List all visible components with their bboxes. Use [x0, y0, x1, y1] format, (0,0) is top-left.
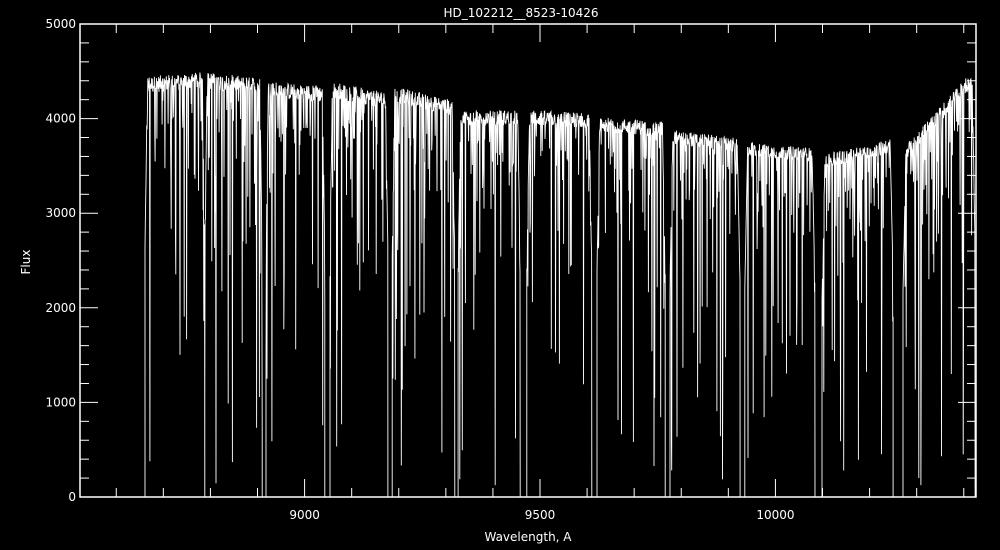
plot-frame: [79, 23, 977, 498]
y-tick-label: 0: [68, 490, 76, 504]
y-axis-label: Flux: [19, 250, 33, 275]
y-tick-label: 4000: [45, 112, 76, 126]
x-tick-label: 9000: [289, 508, 320, 522]
chart-title: HD_102212__8523-10426: [443, 6, 598, 20]
x-tick-label: 10000: [756, 508, 794, 522]
spectrum-line: [144, 72, 976, 498]
y-tick-label: 2000: [45, 301, 76, 315]
y-tick-label: 3000: [45, 206, 76, 220]
y-tick-label: 5000: [45, 17, 76, 31]
y-tick-label: 1000: [45, 395, 76, 409]
x-tick-label: 9500: [525, 508, 556, 522]
x-axis-label: Wavelength, A: [484, 530, 572, 544]
